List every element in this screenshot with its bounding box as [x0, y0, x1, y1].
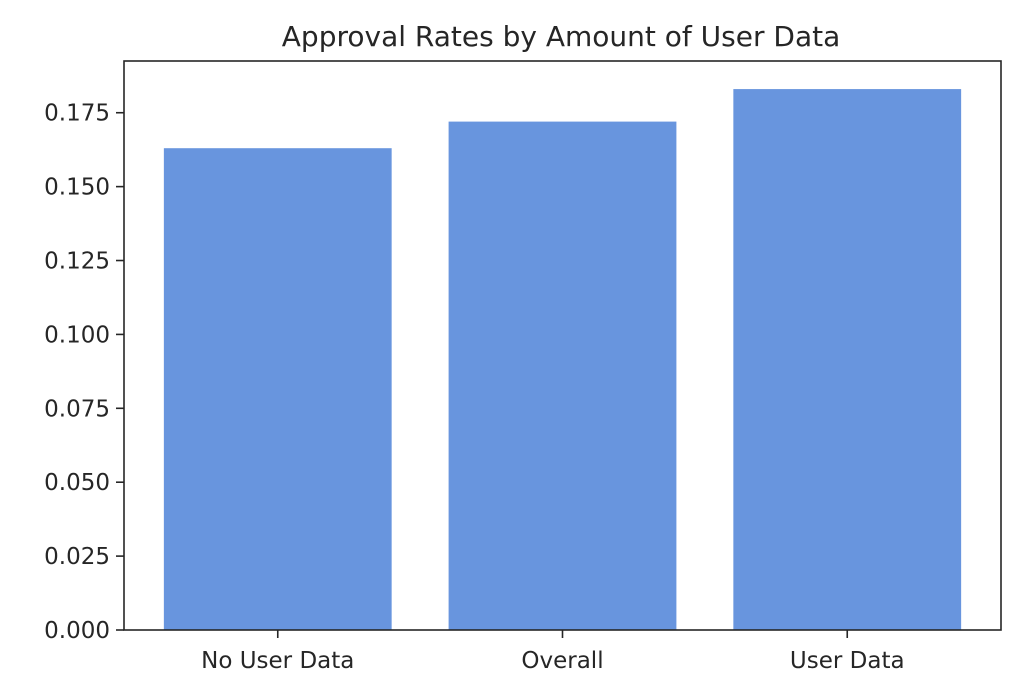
- bars-layer: [163, 89, 962, 631]
- chart-title: Approval Rates by Amount of User Data: [282, 20, 840, 53]
- y-tick-label: 0.000: [44, 618, 110, 644]
- y-axis: 0.000 0.025 0.050 0.075 0.100 0.125 0.150 0.175: [44, 101, 124, 644]
- bar-no-user-data: [163, 148, 392, 631]
- y-tick-label: 0.175: [44, 101, 110, 127]
- bar-user-data: [733, 89, 962, 631]
- y-tick-label: 0.150: [44, 175, 110, 201]
- y-tick-label: 0.075: [44, 396, 110, 422]
- y-tick-label: 0.125: [44, 249, 110, 275]
- y-tick-label: 0.050: [44, 470, 110, 496]
- x-axis: No User Data Overall User Data: [201, 630, 905, 674]
- x-tick-label: Overall: [521, 648, 603, 674]
- y-tick-label: 0.100: [44, 322, 110, 348]
- x-tick-label: User Data: [790, 648, 905, 674]
- x-tick-label: No User Data: [201, 648, 354, 674]
- plot-frame: [123, 60, 1002, 631]
- bar-overall: [448, 121, 677, 631]
- y-tick-label: 0.025: [44, 544, 110, 570]
